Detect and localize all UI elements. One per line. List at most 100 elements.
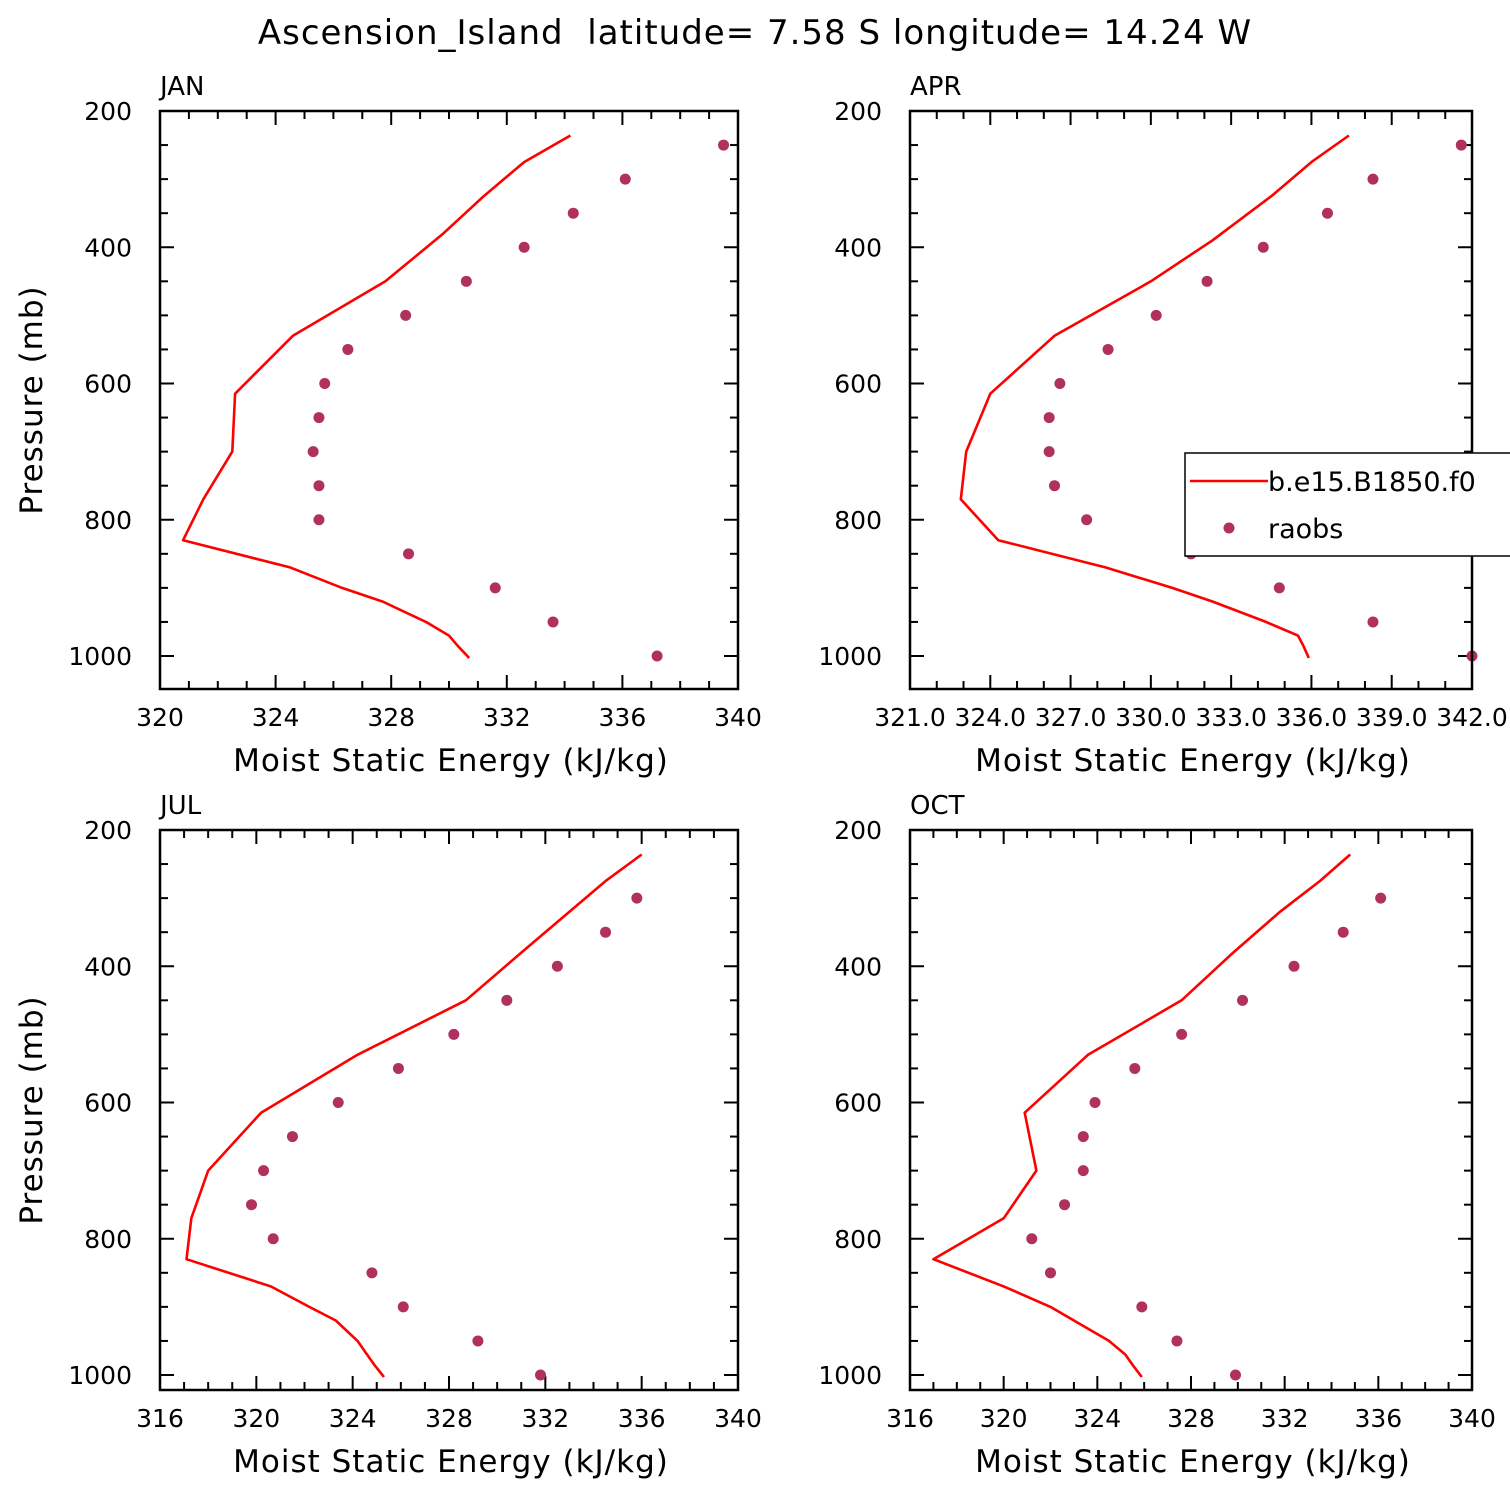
raobs-point — [1045, 1267, 1056, 1279]
panel-label: APR — [910, 72, 962, 102]
y-tick-label: 600 — [84, 370, 132, 399]
model-series-line — [181, 134, 572, 659]
y-tick-label: 1000 — [818, 1361, 882, 1390]
raobs-point — [258, 1165, 270, 1177]
plot-frame — [158, 109, 740, 691]
raobs-point — [313, 514, 325, 526]
y-tick-label: 600 — [834, 1089, 882, 1118]
x-tick-label: 324 — [329, 1404, 377, 1433]
x-tick-label: 336 — [1354, 1404, 1402, 1433]
raobs-point — [1321, 207, 1333, 219]
x-tick-label: 328 — [425, 1404, 473, 1433]
legend: b.e15.B1850.f0 raobs — [1184, 452, 1510, 557]
raobs-point — [1150, 309, 1162, 321]
model-series-line — [185, 853, 643, 1378]
raobs-point — [1171, 1335, 1183, 1347]
y-tick-label: 400 — [84, 233, 132, 262]
y-tick-label: 600 — [834, 370, 882, 399]
y-tick-label: 600 — [84, 1089, 132, 1118]
x-tick-label: 321.0 — [874, 703, 946, 732]
raobs-point — [1089, 1097, 1101, 1108]
y-tick-label: 800 — [834, 1225, 882, 1254]
raobs-point — [1059, 1199, 1071, 1211]
x-tick-label: 332 — [1261, 1404, 1309, 1433]
raobs-point — [547, 616, 559, 628]
x-tick-label: 328 — [367, 703, 415, 732]
y-tick-label: 800 — [84, 1225, 132, 1254]
x-axis-label: Moist Static Energy (kJ/kg) — [233, 1444, 669, 1480]
x-tick-label: 327.0 — [1035, 703, 1107, 732]
raobs-point — [1077, 1165, 1089, 1177]
raobs-point — [448, 1028, 460, 1040]
y-tick-label: 200 — [834, 816, 882, 845]
x-axis-label: Moist Static Energy (kJ/kg) — [233, 743, 669, 779]
raobs-point — [1367, 173, 1379, 185]
raobs-point — [397, 1301, 409, 1313]
raobs-point — [1367, 616, 1379, 628]
raobs-point — [313, 480, 325, 492]
raobs-point — [501, 994, 513, 1006]
raobs-point — [472, 1335, 484, 1347]
plot-frame — [908, 828, 1474, 1392]
y-tick-label: 400 — [84, 952, 132, 981]
x-tick-label: 332 — [483, 703, 531, 732]
x-axis-label: Moist Static Energy (kJ/kg) — [975, 743, 1411, 779]
x-tick-label: 336 — [618, 1404, 666, 1433]
raobs-point — [1455, 139, 1467, 151]
y-tick-label: 200 — [84, 97, 132, 126]
raobs-point — [518, 241, 530, 253]
raobs-point — [319, 378, 331, 389]
raobs-point — [551, 960, 563, 972]
panel-label: OCT — [910, 791, 965, 821]
raobs-point — [1043, 446, 1055, 458]
y-tick-label: 1000 — [818, 642, 882, 671]
raobs-point — [400, 309, 412, 321]
plot-frame — [158, 828, 740, 1392]
panel-jan: JAN 200 400 600 800 1000 320 324 328 332 336 340 Moi… — [14, 72, 762, 779]
x-axis-label: Moist Static Energy (kJ/kg) — [975, 1444, 1411, 1480]
x-tick-label: 324 — [252, 703, 300, 732]
raobs-point — [619, 173, 631, 185]
x-tick-label: 316 — [136, 1404, 184, 1433]
raobs-point — [1288, 960, 1300, 972]
raobs-point — [1337, 926, 1349, 938]
model-series-line — [932, 853, 1352, 1378]
raobs-point — [307, 446, 319, 458]
raobs-point — [1026, 1233, 1038, 1245]
raobs-point — [1049, 480, 1061, 492]
x-tick-label: 336 — [599, 703, 647, 732]
raobs-point — [1129, 1062, 1141, 1074]
x-tick-label: 333.0 — [1195, 703, 1267, 732]
panel-label: JUL — [158, 791, 202, 821]
x-tick-label: 320 — [136, 703, 184, 732]
plot-frame — [908, 109, 1474, 691]
y-tick-label: 1000 — [68, 1361, 132, 1390]
raobs-point — [366, 1267, 378, 1279]
raobs-point — [1375, 892, 1387, 904]
legend-model-label: b.e15.B1850.f0 — [1268, 467, 1476, 498]
raobs-point — [651, 650, 663, 662]
x-tick-label: 340 — [1448, 1404, 1496, 1433]
raobs-point — [403, 548, 415, 560]
raobs-point — [460, 275, 472, 287]
raobs-point — [489, 582, 501, 594]
raobs-point — [246, 1199, 258, 1211]
x-tick-label: 342.0 — [1436, 703, 1508, 732]
legend-box — [1184, 452, 1510, 557]
figure-title: Ascension_Island latitude= 7.58 S longit… — [258, 13, 1252, 53]
x-tick-label: 320 — [232, 1404, 280, 1433]
x-tick-label: 332 — [521, 1404, 569, 1433]
y-axis-label: Pressure (mb) — [14, 285, 50, 514]
y-tick-label: 400 — [834, 233, 882, 262]
x-tick-label: 324 — [1073, 1404, 1121, 1433]
raobs-point — [1077, 1131, 1089, 1143]
raobs-point — [1102, 343, 1114, 355]
y-tick-label: 1000 — [68, 642, 132, 671]
raobs-point — [1176, 1028, 1188, 1040]
x-tick-label: 340 — [714, 1404, 762, 1433]
panel-label: JAN — [158, 72, 204, 102]
x-tick-label: 320 — [980, 1404, 1028, 1433]
x-tick-label: 328 — [1167, 1404, 1215, 1433]
y-tick-label: 800 — [834, 506, 882, 535]
